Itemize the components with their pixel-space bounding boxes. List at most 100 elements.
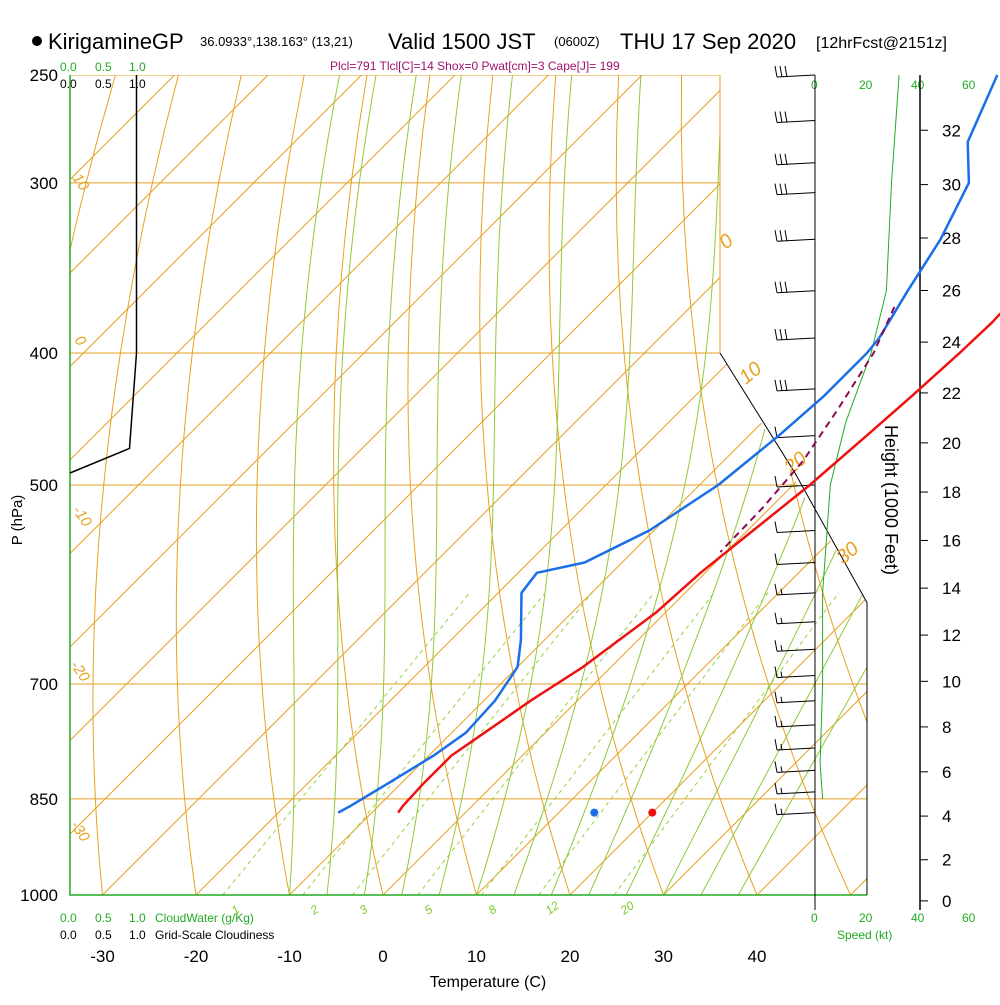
temperature-tick-label: 10 xyxy=(467,947,486,966)
cloudwater-tick-bottom-2: 1.0 xyxy=(129,911,146,925)
station-dot-icon xyxy=(32,36,42,46)
wind-barb-staff xyxy=(777,813,815,815)
cloudwater-tick-bottom-0: 0.0 xyxy=(60,911,77,925)
wind-barb-feather xyxy=(785,282,787,293)
temperature-tick-label: 0 xyxy=(378,947,387,966)
cloudiness-tick-top-2: 1.0 xyxy=(129,77,146,91)
temperature-tick-label: -10 xyxy=(277,947,302,966)
wind-barb-feather xyxy=(775,761,777,772)
mixing-ratio-label: 5 xyxy=(422,902,436,917)
wind-barb-feather xyxy=(775,154,777,165)
wind-barb-staff xyxy=(777,622,815,624)
wind-barb-feather xyxy=(780,329,782,340)
wind-barb-feather xyxy=(775,184,777,195)
cloudwater-tick-bottom-1: 0.5 xyxy=(95,911,112,925)
wind-barb xyxy=(775,66,815,77)
wind-barb-feather xyxy=(775,613,777,624)
temperature-tick-label: 40 xyxy=(748,947,767,966)
wind-barb-staff xyxy=(777,701,815,703)
speed-tick-bottom-3: 60 xyxy=(962,911,976,925)
wind-barb xyxy=(775,584,815,595)
wind-barb-feather xyxy=(775,66,777,77)
parcel-profile-line xyxy=(720,307,894,552)
height-tick-label: 12 xyxy=(942,626,961,645)
wind-barb xyxy=(775,783,815,794)
temperature-profile-line xyxy=(398,75,1000,813)
dry-adiabat-label: 20 xyxy=(779,448,811,480)
temperature-tick-label: 20 xyxy=(561,947,580,966)
cloudiness-tick-top-1: 0.5 xyxy=(95,77,112,91)
wind-barb-feather xyxy=(775,522,777,533)
wind-barb-feather xyxy=(785,329,787,340)
speed-tick-top-2: 40 xyxy=(911,78,925,92)
wind-barb xyxy=(775,667,815,678)
pressure-tick-label: 500 xyxy=(30,476,58,495)
speed-tick-bottom-1: 20 xyxy=(859,911,873,925)
wind-barb-staff xyxy=(777,531,815,533)
wind-barb-feather xyxy=(775,716,777,727)
wind-barb-feather xyxy=(775,783,777,794)
pressure-tick-label: 400 xyxy=(30,344,58,363)
dry-adiabat-label: 0 xyxy=(715,230,738,254)
wind-barb-staff xyxy=(777,563,815,565)
wind-barb-feather xyxy=(775,640,777,651)
wind-barb-half-feather xyxy=(781,672,782,678)
speed-tick-top-3: 60 xyxy=(962,78,976,92)
cloudiness-tick-top-0: 0.0 xyxy=(60,77,77,91)
mixing-ratio-label: 2 xyxy=(307,902,322,918)
height-tick-label: 16 xyxy=(942,531,961,550)
wind-barb-staff xyxy=(777,163,815,165)
pressure-tick-label: 1000 xyxy=(20,886,58,905)
wind-barb-staff xyxy=(777,436,815,438)
height-tick-label: 14 xyxy=(942,579,961,598)
utc-time: (0600Z) xyxy=(554,34,600,49)
speed-tick-top-1: 20 xyxy=(859,78,873,92)
wind-barb-feather xyxy=(780,66,782,77)
wind-barb xyxy=(775,739,815,750)
wind-barb xyxy=(775,329,815,340)
speed-tick-bottom-2: 40 xyxy=(911,911,925,925)
wind-barb xyxy=(775,692,815,703)
wind-barb xyxy=(775,154,815,165)
surface-temperature-marker xyxy=(648,809,656,817)
surface-dewpoint-marker xyxy=(590,809,598,817)
wind-barb-half-feather xyxy=(781,766,782,772)
speed-tick-bottom-0: 0 xyxy=(811,911,818,925)
wind-barb-staff xyxy=(777,676,815,678)
wind-barb xyxy=(775,282,815,293)
height-tick-label: 20 xyxy=(942,434,961,453)
wind-barb-feather xyxy=(775,329,777,340)
height-tick-label: 10 xyxy=(942,672,961,691)
wind-barb-feather xyxy=(780,184,782,195)
wind-barb-half-feather xyxy=(781,697,782,703)
wind-barb xyxy=(775,554,815,565)
wind-barb xyxy=(775,184,815,195)
wind-barb-feather xyxy=(785,112,787,123)
mixing-ratio-label: 20 xyxy=(617,898,637,918)
mixing-ratio-line xyxy=(223,593,470,895)
wind-barb xyxy=(775,640,815,651)
forecast-info: [12hrFcst@2151z] xyxy=(816,35,947,52)
wind-barb-staff xyxy=(777,121,815,123)
mixing-ratio-label: 8 xyxy=(486,902,500,917)
wind-barb-half-feather xyxy=(781,809,782,815)
indices-line: Plcl=791 Tlcl[C]=14 Shox=0 Pwat[cm]=3 Ca… xyxy=(330,59,620,73)
wind-barb-feather xyxy=(785,154,787,165)
station-coords: 36.0933°,138.163° (13,21) xyxy=(200,34,353,49)
clipped-grid xyxy=(0,75,1000,895)
valid-date: THU 17 Sep 2020 xyxy=(620,29,796,54)
height-tick-label: 22 xyxy=(942,384,961,403)
wind-barb-staff xyxy=(777,338,815,340)
wind-barb-feather xyxy=(780,230,782,241)
wind-barb-staff xyxy=(777,291,815,293)
cloudwater-tick-top-2: 1.0 xyxy=(129,60,146,74)
isotherm-label: 10 xyxy=(69,171,93,195)
mixing-ratio-label: 12 xyxy=(543,898,562,917)
wind-barb-staff xyxy=(777,239,815,241)
cloudwater-tick-top-1: 0.5 xyxy=(95,60,112,74)
wind-barb-staff xyxy=(777,593,815,595)
dry-adiabat-line xyxy=(996,75,1000,895)
